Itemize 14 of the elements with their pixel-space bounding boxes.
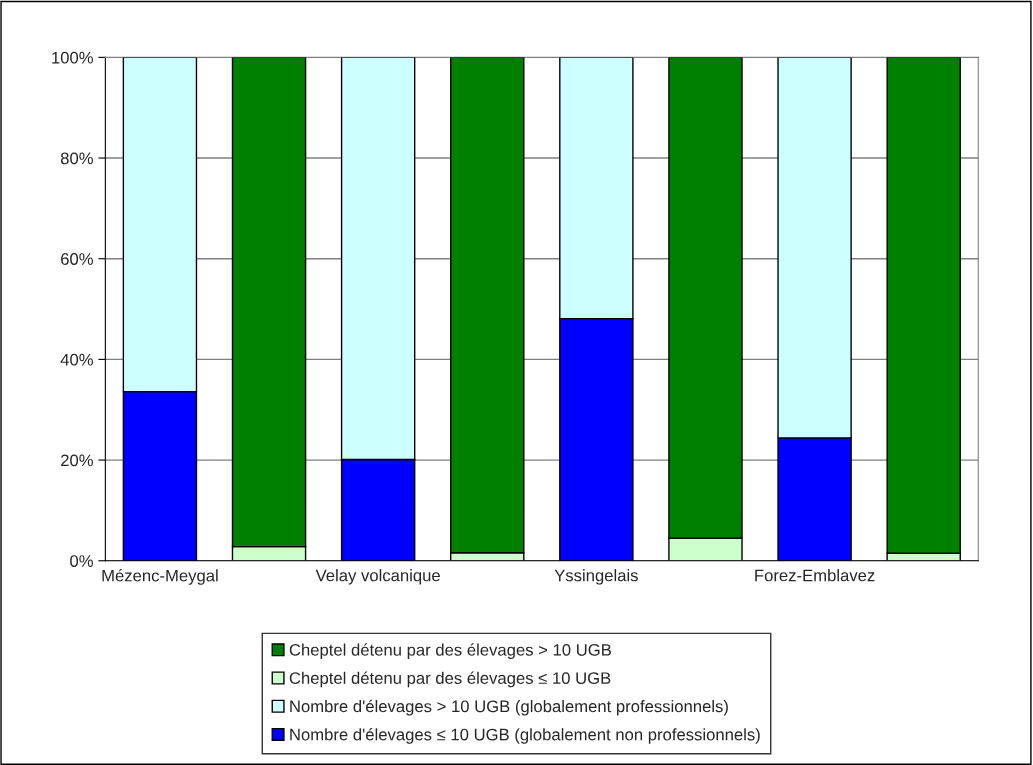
legend-label: Nombre d'élevages ≤ 10 UGB (globalement non professionnels) <box>290 728 760 744</box>
y-tick-label: 40% <box>60 353 93 366</box>
y-tick-label: 20% <box>61 454 93 467</box>
y-tick-label: 0% <box>70 555 93 567</box>
legend-label: Cheptel détenu par des élevages ≤ 10 UGB <box>289 671 611 688</box>
x-tick-label: Forez-Emblavez <box>755 569 875 582</box>
x-tick-label: Velay volcanique <box>315 569 440 585</box>
x-tick-label: Yssingelais <box>554 569 638 585</box>
x-tick-label: Mézenc-Meygal <box>102 569 218 585</box>
legend-label: Nombre d'élevages > 10 UGB (globalement professionnels) <box>290 699 728 716</box>
y-tick-label: 80% <box>60 152 93 165</box>
legend-label: Cheptel détenu par des élevages > 10 UGB <box>289 643 611 660</box>
y-tick-label: 100% <box>52 51 93 64</box>
y-tick-label: 60% <box>61 253 93 265</box>
